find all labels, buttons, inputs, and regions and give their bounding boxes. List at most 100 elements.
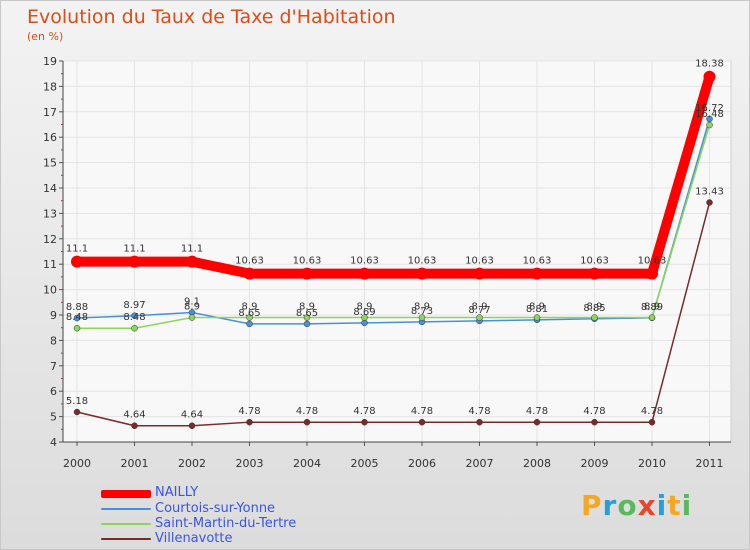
data-point-villenavotte [706, 199, 713, 206]
data-point-nailly [703, 70, 716, 83]
y-tick-label: 7 [50, 360, 57, 373]
data-label-saint-martin: 8.9 [184, 302, 200, 313]
data-label-courtois: 8.69 [353, 307, 375, 318]
data-label-nailly: 10.63 [523, 256, 552, 267]
legend-label-courtois: Courtois-sur-Yonne [155, 501, 276, 516]
chart-subtitle: (en %) [27, 30, 64, 43]
data-label-courtois: 8.73 [411, 306, 433, 317]
x-tick-label: 2001 [121, 457, 149, 470]
y-tick-label: 16 [43, 131, 57, 144]
data-label-courtois: 8.97 [123, 300, 145, 311]
data-point-villenavotte [361, 418, 368, 426]
x-tick-label: 2000 [63, 457, 91, 470]
series-line-courtois [76, 118, 711, 325]
data-label-nailly: 10.63 [408, 256, 437, 267]
data-label-courtois: 16.72 [695, 103, 724, 114]
legend-swatch-villenavotte [101, 538, 151, 540]
data-point-nailly [588, 267, 601, 280]
data-label-courtois: 8.89 [641, 302, 663, 313]
data-label-saint-martin: 8.9 [644, 302, 660, 313]
data-label-saint-martin: 8.9 [242, 302, 258, 313]
data-point-nailly [358, 267, 371, 280]
data-label-villenavotte: 13.43 [695, 186, 724, 197]
data-point-nailly [416, 267, 428, 280]
data-label-villenavotte: 4.78 [468, 406, 490, 417]
data-label-villenavotte: 4.78 [353, 406, 375, 417]
data-label-nailly: 11.1 [66, 244, 88, 255]
data-point-villenavotte [476, 418, 483, 426]
data-point-nailly [473, 267, 486, 280]
x-tick-label: 2010 [638, 457, 666, 470]
data-point-villenavotte [418, 418, 426, 426]
data-point-villenavotte [591, 418, 598, 426]
data-label-courtois: 9.1 [184, 296, 200, 307]
data-point-villenavotte [303, 418, 311, 426]
data-label-villenavotte: 4.78 [641, 406, 663, 417]
y-tick-label: 6 [50, 385, 57, 398]
data-label-courtois: 8.81 [526, 304, 548, 315]
data-point-villenavotte [73, 408, 81, 416]
x-tick-label: 2005 [351, 457, 379, 470]
data-point-nailly [71, 255, 83, 268]
data-label-courtois: 8.85 [583, 303, 605, 314]
legend-swatch-courtois [101, 508, 151, 510]
y-tick-label: 17 [43, 106, 57, 119]
data-point-saint-martin [361, 314, 368, 321]
data-label-saint-martin: 8.9 [357, 302, 373, 313]
data-point-saint-martin [246, 314, 253, 321]
y-tick-label: 19 [43, 55, 57, 68]
y-tick-label: 9 [50, 309, 57, 322]
data-label-villenavotte: 4.64 [123, 410, 145, 421]
data-point-nailly [646, 267, 658, 280]
data-point-courtois [303, 320, 311, 328]
data-point-saint-martin [418, 314, 426, 321]
x-tick-label: 2004 [293, 457, 321, 470]
data-point-saint-martin [476, 314, 483, 321]
data-point-villenavotte [188, 422, 196, 429]
data-label-villenavotte: 4.78 [238, 406, 260, 417]
plot-area [62, 60, 732, 443]
data-point-nailly [531, 267, 543, 280]
legend-swatch-saint-martin [101, 523, 151, 525]
x-tick-label: 2008 [523, 457, 551, 470]
data-label-villenavotte: 4.78 [411, 406, 433, 417]
data-point-nailly [128, 255, 141, 268]
data-label-villenavotte: 4.64 [181, 410, 203, 421]
data-point-saint-martin [303, 314, 311, 321]
data-label-courtois: 8.88 [66, 302, 88, 313]
data-point-saint-martin [131, 324, 138, 332]
data-label-nailly: 10.63 [465, 256, 494, 267]
data-label-saint-martin: 8.48 [123, 312, 145, 323]
legend-label-villenavotte: Villenavotte [155, 531, 233, 546]
data-point-saint-martin [188, 314, 196, 321]
data-label-saint-martin: 8.9 [587, 302, 603, 313]
data-point-villenavotte [246, 418, 253, 426]
data-point-nailly [186, 255, 198, 268]
y-tick-label: 18 [43, 80, 57, 93]
data-point-nailly [243, 267, 256, 280]
y-tick-label: 4 [50, 436, 57, 449]
data-point-courtois [246, 320, 253, 328]
y-tick-label: 13 [43, 207, 57, 220]
series-line-villenavotte [76, 201, 711, 427]
data-label-nailly: 10.63 [235, 256, 264, 267]
data-label-villenavotte: 5.18 [66, 396, 88, 407]
data-label-saint-martin: 8.9 [299, 302, 315, 313]
data-point-courtois [131, 312, 138, 320]
y-tick-label: 11 [43, 258, 57, 271]
data-point-saint-martin [706, 121, 713, 129]
legend-label-nailly: NAILLY [155, 485, 199, 500]
data-point-saint-martin [591, 314, 598, 321]
y-tick-label: 10 [43, 284, 57, 297]
legend-label-saint-martin: Saint-Martin-du-Tertre [155, 516, 297, 531]
data-label-courtois: 8.65 [238, 308, 260, 319]
data-label-nailly: 18.38 [695, 59, 724, 70]
data-point-courtois [73, 314, 81, 322]
data-label-villenavotte: 4.78 [526, 406, 548, 417]
data-label-nailly: 11.1 [123, 244, 145, 255]
data-label-saint-martin: 8.9 [414, 302, 430, 313]
y-tick-label: 5 [50, 411, 57, 424]
data-point-villenavotte [131, 422, 138, 429]
data-label-nailly: 10.63 [293, 256, 322, 267]
